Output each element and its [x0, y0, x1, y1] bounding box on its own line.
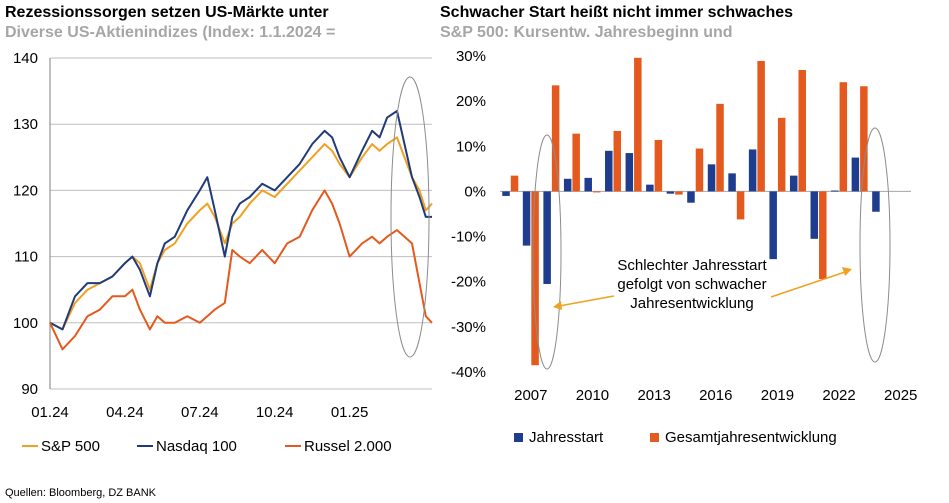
- y-tick-label-10: 10%: [456, 138, 486, 155]
- bar-gesamtjahr-2013: [654, 139, 663, 192]
- bar-jahresstart-2021: [810, 191, 819, 239]
- x-tick-label-2022: 2022: [822, 387, 855, 404]
- bar-gesamtjahr-2010: [592, 191, 601, 193]
- right-chart-subtitle: S&P 500: Kursentw. Jahresbeginn und: [440, 24, 733, 41]
- highlight-ellipse-2008: [532, 134, 562, 370]
- bar-jahresstart-2008: [543, 191, 551, 284]
- x-tick-label-04.24: 04.24: [106, 404, 144, 421]
- x-tick-label-10.24: 10.24: [256, 404, 294, 421]
- legend-label-russel2000: Russel 2.000: [304, 438, 392, 455]
- y-tick-label-140: 140: [13, 50, 38, 67]
- bar-gesamtjahr-2011: [613, 130, 622, 192]
- y-tick-label-0: 0%: [464, 183, 486, 200]
- annotation-text: Schlechter Jahresstart gefolgt von schwac…: [617, 257, 767, 312]
- bar-jahresstart-2018: [748, 149, 757, 192]
- bar-jahresstart-2013: [646, 184, 654, 192]
- annotation-arrow-right-line: [770, 271, 846, 298]
- x-tick-label-2019: 2019: [761, 387, 794, 404]
- source-note: Quellen: Bloomberg, DZ BANK: [5, 487, 157, 499]
- bar-gesamtjahr-2006: [510, 175, 519, 192]
- y-tick-label-100: 100: [13, 315, 38, 332]
- bar-gesamtjahr-2019: [777, 117, 786, 192]
- bar-gesamtjahr-2008: [551, 85, 560, 192]
- right-chart-title: Schwacher Start heißt nicht immer schwac…: [440, 4, 794, 21]
- nasdaq100-swatch: [137, 445, 153, 448]
- bar-jahresstart-2006: [502, 191, 510, 196]
- bar-gesamtjahr-2007: [531, 191, 539, 366]
- left-chart-subtitle: Diverse US-Aktienindizes (Index: 1.1.202…: [5, 24, 336, 41]
- x-tick-label-2013: 2013: [637, 387, 670, 404]
- bar-gesamtjahr-2023: [860, 86, 868, 192]
- left-chart-panel: 90 100 110 120 130 140 01.24 04.24 07.24 10.24 01.…: [0, 0, 440, 480]
- y-tick-label--10: -10%: [451, 229, 486, 246]
- y-tick-label-20: 20%: [456, 93, 486, 110]
- sp500-swatch: [22, 445, 38, 448]
- bar-jahresstart-2019: [769, 191, 777, 260]
- legend-item-nasdaq100: Nasdaq 100: [137, 438, 237, 455]
- bar-gesamtjahr-2014: [675, 191, 683, 195]
- bar-gesamtjahr-2018: [757, 60, 765, 192]
- russel2000-swatch: [285, 445, 301, 448]
- y-tick-label-90: 90: [21, 381, 38, 398]
- annotation-arrow-right-head: [842, 267, 852, 276]
- gesamtjahr-swatch: [650, 432, 659, 442]
- bar-jahresstart-2022: [831, 190, 839, 192]
- y-tick-label-130: 130: [13, 116, 38, 133]
- bar-gesamtjahr-2020: [798, 69, 806, 192]
- bar-jahresstart-2010: [584, 177, 592, 192]
- bar-gesamtjahr-2017: [736, 191, 745, 220]
- sp500-bar-chart: -40% -30% -20% -10% 0% 10% 20% 30% 2007 2010 2013 2…: [451, 48, 917, 404]
- x-tick-label-07.24: 07.24: [181, 404, 219, 421]
- series-line-2: [49, 189, 433, 351]
- legend-label-sp500: S&P 500: [41, 438, 100, 455]
- y-tick-label--20: -20%: [451, 274, 486, 291]
- highlight-ellipse-2025: [859, 127, 891, 363]
- annotation-arrow-left-head: [553, 301, 562, 310]
- bar-jahresstart-2009: [563, 178, 572, 192]
- legend-label-jahresstart: Jahresstart: [529, 429, 604, 446]
- bar-jahresstart-2012: [625, 153, 634, 192]
- bar-gesamtjahr-2016: [716, 103, 724, 192]
- jahresstart-swatch: [514, 432, 523, 442]
- bar-jahresstart-2020: [789, 175, 798, 192]
- left-chart-title: Rezessionssorgen setzen US-Märkte unter: [5, 4, 329, 21]
- legend-item-russel2000: Russel 2.000: [285, 438, 392, 455]
- legend-label-gesamtjahr: Gesamtjahresentwicklung: [665, 429, 837, 446]
- index-line-chart: 90 100 110 120 130 140 01.24 04.24 07.24 10.24 01.…: [13, 50, 433, 421]
- x-tick-label-01.25: 01.25: [331, 404, 369, 421]
- x-tick-label-2025: 2025: [884, 387, 917, 404]
- right-chart-panel: -40% -30% -20% -10% 0% 10% 20% 30% 2007 2010 2013 2…: [440, 0, 949, 480]
- y-tick-label-120: 120: [13, 182, 38, 199]
- legend-label-nasdaq100: Nasdaq 100: [156, 438, 237, 455]
- bar-jahresstart-2007: [522, 191, 531, 246]
- bar-jahresstart-2015: [687, 191, 695, 203]
- bar-jahresstart-2023: [851, 157, 860, 192]
- bar-gesamtjahr-2021: [819, 191, 827, 280]
- legend-item-jahresstart: Jahresstart: [514, 429, 603, 446]
- legend-item-sp500: S&P 500: [22, 438, 100, 455]
- bar-jahresstart-2017: [728, 173, 736, 192]
- bar-gesamtjahr-2012: [634, 57, 642, 192]
- x-tick-label-2007: 2007: [514, 387, 547, 404]
- x-tick-label-2010: 2010: [576, 387, 609, 404]
- series-line-1: [49, 110, 432, 331]
- y-tick-label-30: 30%: [456, 48, 486, 65]
- bar-jahresstart-2011: [605, 150, 613, 192]
- y-tick-label--40: -40%: [451, 364, 486, 381]
- bar-jahresstart-2016: [707, 164, 716, 192]
- annotation-arrow-left-line: [558, 295, 615, 307]
- y-tick-label--30: -30%: [451, 319, 486, 336]
- bar-gesamtjahr-2015: [695, 148, 704, 192]
- bar-gesamtjahr-2009: [572, 133, 580, 192]
- bar-jahresstart-2014: [666, 191, 675, 194]
- legend-item-gesamtjahr: Gesamtjahresentwicklung: [650, 429, 837, 446]
- highlight-ellipse: [390, 76, 430, 358]
- x-tick-label-2016: 2016: [699, 387, 732, 404]
- x-tick-label-01.24: 01.24: [31, 404, 69, 421]
- y-tick-label-110: 110: [14, 249, 38, 266]
- bar-jahresstart-2024: [872, 191, 880, 212]
- bar-gesamtjahr-2022: [839, 82, 848, 192]
